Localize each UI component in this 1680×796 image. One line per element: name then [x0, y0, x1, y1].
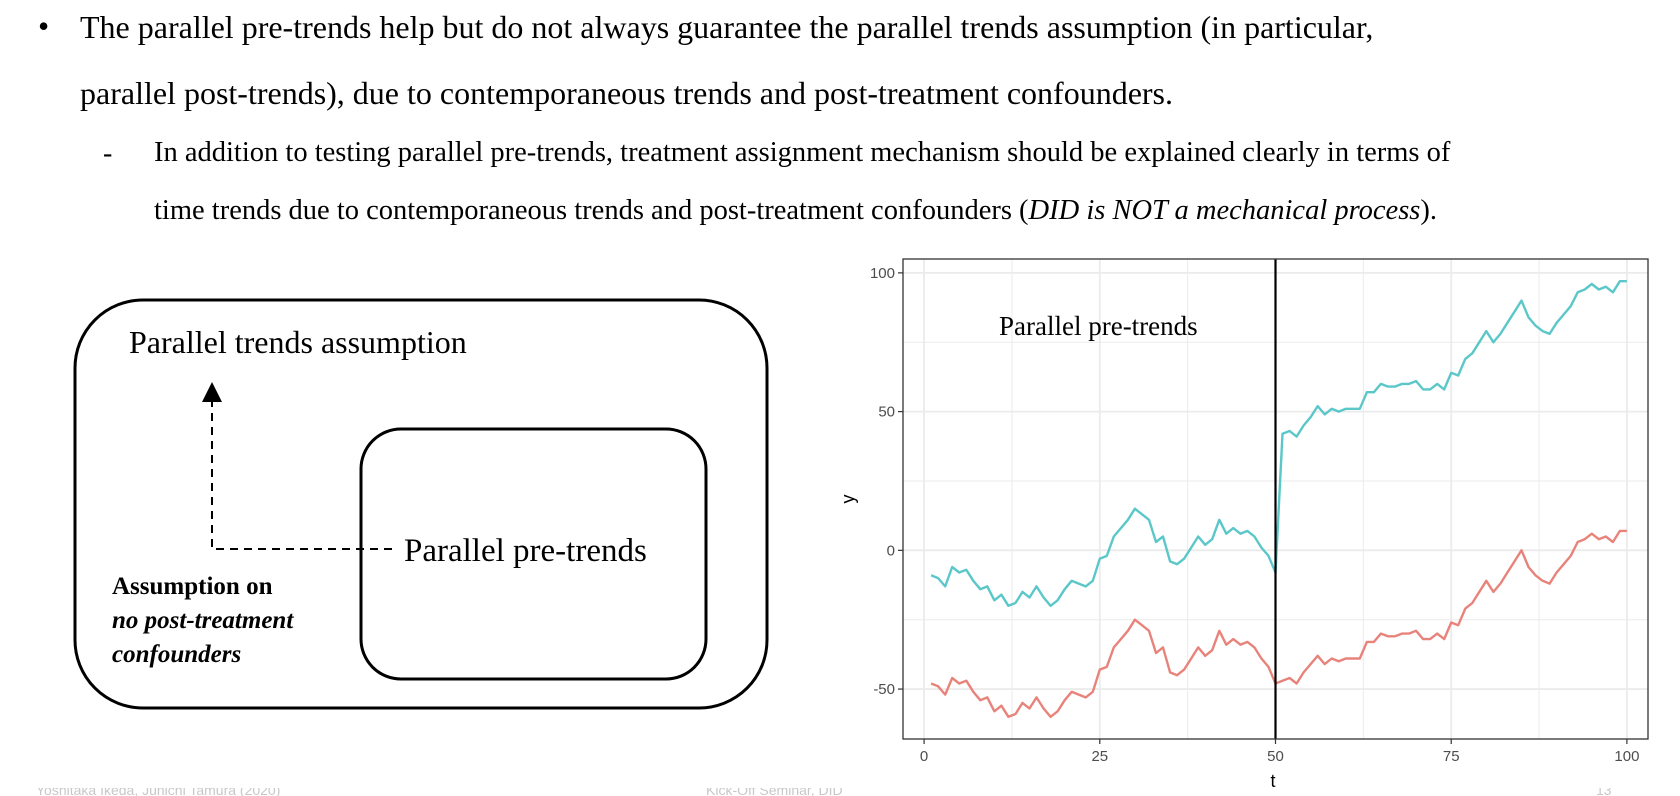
y-tick-label: 50 [878, 404, 895, 421]
sub-bullet-text-line-2: time trends due to contemporaneous trend… [154, 193, 1437, 229]
footer-center: Kick-Off Seminar, DID [706, 788, 843, 796]
y-tick-label: -50 [873, 681, 895, 698]
y-tick-label: 0 [887, 542, 895, 559]
x-tick-label: 0 [920, 748, 928, 765]
series-line-lower [930, 529, 1627, 718]
sub-bullet-text-line-1: In addition to testing parallel pre-tren… [154, 137, 1451, 168]
x-tick-label: 25 [1091, 748, 1108, 765]
x-tick-label: 100 [1614, 748, 1639, 765]
bullet-text-line-2: parallel post-trends), due to contempora… [80, 75, 1173, 111]
footer-right: 13 [1596, 788, 1612, 796]
sub-line-2-italic: DID is NOT a mechanical process [1028, 195, 1421, 226]
y-axis-label: y [838, 495, 858, 504]
slide-footer: Yoshitaka Ikeda, Junichi Tamura (2020) K… [36, 788, 1636, 796]
footer-left: Yoshitaka Ikeda, Junichi Tamura (2020) [36, 788, 281, 796]
x-axis-label: t [1270, 771, 1275, 791]
series-lines [930, 259, 1627, 739]
axis-ticks: 0 25 50 75 100 -50 0 50 100 [870, 265, 1639, 765]
sub-line-2-start: time trends due to contemporaneous trend… [154, 195, 1029, 226]
y-tick-label: 100 [870, 265, 895, 282]
sub-bullet-marker: - [103, 138, 113, 169]
bullet-text-line-1: The parallel pre-trends help but do not … [80, 9, 1374, 45]
sub-line-2-end: ). [1420, 195, 1438, 226]
chart-annotation: Parallel pre-trends [999, 311, 1198, 341]
x-tick-label: 50 [1267, 748, 1284, 765]
bullet-marker: • [38, 8, 50, 44]
series-line-upper [930, 280, 1627, 607]
x-tick-label: 75 [1443, 748, 1460, 765]
